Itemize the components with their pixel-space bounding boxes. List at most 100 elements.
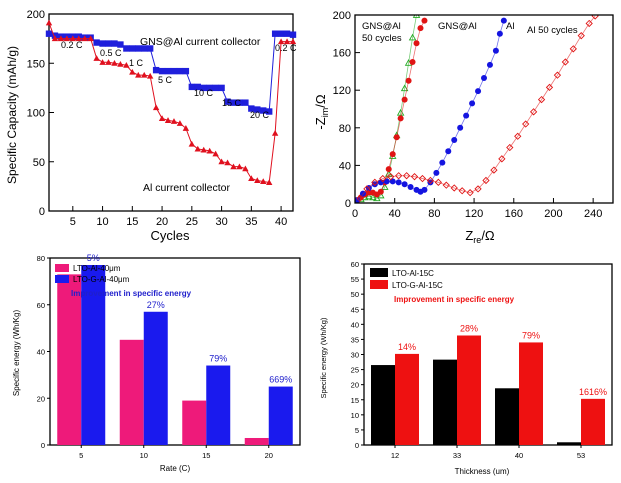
data-point-capacity — [117, 61, 124, 67]
improvement-title-rate: Improvement in specific energy — [71, 289, 192, 298]
y-tick-label-bar: 40 — [37, 348, 45, 357]
data-point-capacity — [265, 108, 273, 115]
data-point-capacity — [45, 30, 53, 37]
data-point-capacity — [212, 150, 219, 157]
data-point-capacity — [236, 163, 243, 170]
data-label-improvement: 79% — [209, 354, 227, 364]
data-point-nyquist — [490, 166, 498, 174]
data-point-capacity — [206, 84, 213, 92]
plot-area-nyquist: 0 40 80 120 160 200 24004080120160200GNS@Al50 … — [333, 10, 614, 220]
annotation-capacity: 5 C — [158, 75, 173, 85]
data-label-improvement: 28% — [460, 323, 478, 333]
data-point-nyquist — [371, 178, 379, 186]
data-point-nyquist — [397, 115, 404, 122]
bar-graphene — [457, 335, 481, 445]
data-point-capacity — [75, 35, 82, 42]
x-tick-label-bar: 10 — [140, 451, 148, 460]
x-tick-label-capacity: 25 — [186, 216, 198, 228]
data-point-capacity — [170, 67, 178, 75]
y-axis-label-nyquist: -Zim/Ω — [313, 94, 330, 129]
data-point-nyquist — [498, 155, 506, 163]
annotation-capacity: 0.2 C — [275, 43, 297, 53]
data-point-capacity — [170, 118, 178, 124]
data-point-capacity — [224, 159, 231, 166]
plot-area-thickness: 0 5 10 15 20 25 30 35 40 45 50 55 60 12 14% 33 28% 40 79% 5… — [351, 260, 613, 460]
data-point-nyquist — [450, 184, 458, 192]
data-point-capacity — [206, 147, 213, 154]
data-point-capacity — [111, 60, 118, 66]
data-point-nyquist — [475, 88, 482, 95]
x-tick-label-capacity: 10 — [96, 216, 108, 228]
data-point-capacity — [146, 45, 154, 52]
data-point-nyquist — [439, 159, 446, 166]
data-label-improvement: 14% — [398, 342, 416, 352]
data-point-capacity — [158, 115, 166, 121]
data-point-capacity — [260, 178, 267, 185]
legend-label-al-50: Al 50 cycles — [527, 25, 578, 36]
data-point-capacity — [87, 35, 94, 42]
x-tick-label-nyquist: 160 — [505, 208, 523, 220]
bar-graphene — [206, 365, 231, 445]
data-point-nyquist — [393, 134, 400, 141]
data-point-nyquist — [409, 59, 416, 65]
data-point-nyquist — [355, 197, 360, 203]
data-point-capacity — [176, 120, 184, 126]
y-tick-label-nyquist: 120 — [333, 85, 351, 97]
data-point-capacity — [99, 40, 106, 47]
data-point-nyquist — [356, 194, 364, 202]
data-point-nyquist — [463, 112, 470, 119]
data-point-capacity — [265, 179, 273, 185]
data-point-capacity — [45, 19, 53, 26]
x-tick-label-nyquist: 240 — [584, 208, 602, 220]
x-tick-label-bar: 12 — [391, 451, 399, 460]
data-point-capacity — [182, 125, 190, 131]
legend-label-gns-50-cycles: 50 cycles — [362, 33, 402, 44]
data-point-nyquist — [383, 178, 390, 185]
data-point-nyquist — [457, 124, 464, 131]
y-tick-label-bar: 20 — [351, 381, 359, 390]
data-point-nyquist — [426, 176, 435, 185]
data-point-nyquist — [561, 58, 570, 66]
data-point-capacity — [81, 35, 88, 42]
data-point-nyquist — [389, 178, 396, 185]
data-point-capacity — [248, 175, 255, 182]
data-point-nyquist — [577, 32, 585, 40]
x-tick-label-bar: 15 — [202, 451, 210, 460]
data-point-capacity — [236, 99, 243, 106]
data-point-capacity — [158, 67, 166, 75]
data-point-nyquist — [387, 173, 395, 181]
x-tick-label-bar: 20 — [265, 451, 273, 460]
y-tick-label-bar: 60 — [351, 260, 359, 269]
bar-baseline — [119, 339, 144, 445]
data-point-nyquist — [410, 173, 419, 181]
data-point-nyquist — [400, 84, 409, 92]
plot-area-rate: 0 20 40 60 80 5 5% 10 27% 15 79% 20 669% LTO-Al-40μm L… — [37, 253, 301, 460]
data-point-nyquist — [553, 71, 562, 79]
series-line-nyquist-2 — [356, 20, 505, 201]
data-point-capacity — [283, 38, 291, 45]
y-tick-label-nyquist: 160 — [333, 48, 351, 60]
x-tick-label-capacity: 15 — [126, 216, 138, 228]
legend-label-bar: LTO-Al-15C — [392, 269, 434, 278]
series-line-nyquist-3 — [359, 15, 596, 199]
data-point-capacity — [271, 129, 279, 136]
y-tick-label-capacity: 100 — [27, 108, 45, 120]
y-tick-label-bar: 0 — [355, 441, 359, 450]
data-point-nyquist — [569, 45, 577, 53]
y-axis-label-rate: Specific energy (Wh/Kg) — [12, 310, 21, 397]
data-point-capacity — [135, 71, 142, 78]
data-point-capacity — [152, 66, 160, 74]
data-point-capacity — [141, 45, 148, 52]
data-point-nyquist — [421, 17, 428, 24]
data-point-nyquist — [377, 188, 384, 195]
bar-baseline — [495, 388, 519, 445]
data-point-capacity — [289, 38, 297, 45]
y-tick-label-bar: 45 — [351, 305, 359, 314]
data-point-capacity — [105, 40, 112, 47]
plot-area-capacity: 5 10 15 20 25 30 35 40 0 50 100 150 200 GNS@Al curren… — [27, 9, 297, 228]
y-tick-label-bar: 20 — [37, 394, 45, 403]
data-point-nyquist — [395, 172, 403, 180]
legend-swatch-bar — [370, 280, 388, 289]
data-label-improvement: 5% — [87, 253, 100, 263]
x-axis-label-thickness: Thickness (um) — [455, 467, 510, 476]
